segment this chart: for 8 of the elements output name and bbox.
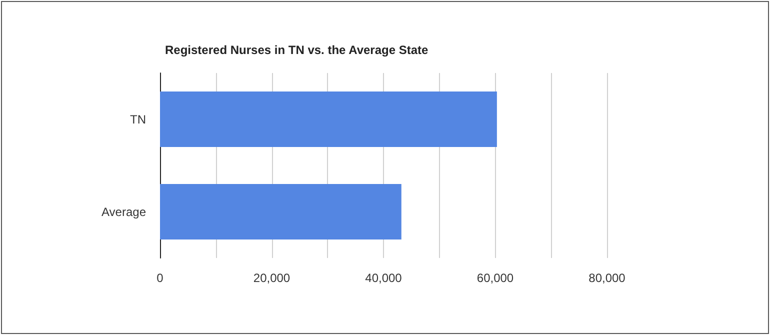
x-tick-label: 20,000 [253,271,290,285]
y-tick-label: Average [102,204,146,219]
x-tick-label: 80,000 [588,271,626,285]
x-tick-label: 40,000 [365,271,402,285]
chart-title: Registered Nurses in TN vs. the Average State [165,43,429,57]
x-tick-label: 0 [156,271,164,285]
x-tick-label: 60,000 [476,271,514,285]
y-tick-label: TN [130,112,146,126]
